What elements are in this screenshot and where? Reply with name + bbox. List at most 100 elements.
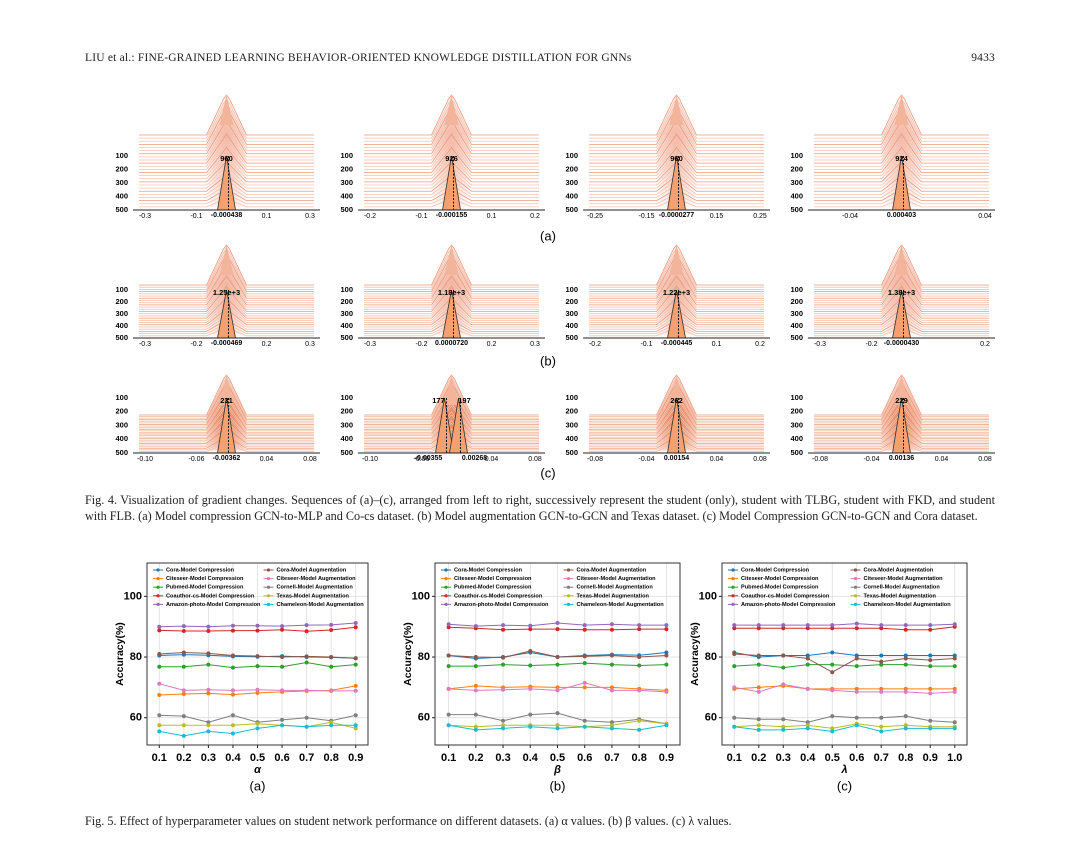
y-tick-label: 300 xyxy=(790,420,803,429)
data-point xyxy=(928,718,933,723)
data-point xyxy=(353,723,358,728)
x-tick-label: 0.1 xyxy=(487,213,497,220)
data-point xyxy=(473,683,478,688)
legend-marker xyxy=(444,585,448,589)
data-point xyxy=(206,720,211,725)
data-point xyxy=(756,662,761,667)
data-point xyxy=(854,626,859,631)
data-point xyxy=(280,624,285,629)
data-point xyxy=(555,723,560,728)
x-tick-label: -0.08 xyxy=(812,456,828,463)
y-tick-label: 60 xyxy=(130,712,142,724)
data-point xyxy=(206,662,211,667)
legend-label: Citeseer-Model Compression xyxy=(166,576,244,582)
subfigure-label: (b) xyxy=(540,353,556,368)
legend-label: Amazon-photo-Model Compression xyxy=(741,602,836,608)
data-point xyxy=(952,689,957,694)
data-point xyxy=(501,687,506,692)
data-point xyxy=(230,628,235,633)
x-tick-label: -0.3 xyxy=(139,341,151,348)
data-point xyxy=(206,687,211,692)
data-point xyxy=(830,714,835,719)
data-point xyxy=(473,624,478,629)
y-tick-label: 500 xyxy=(565,333,578,342)
ridge-peak xyxy=(669,375,684,405)
data-point xyxy=(781,727,786,732)
legend-label: Citeseer-Model Augmentation xyxy=(577,576,657,582)
data-point xyxy=(952,664,957,669)
legend-marker xyxy=(566,585,571,589)
legend-label: Texas-Model Augmentation xyxy=(577,593,650,599)
data-point xyxy=(555,621,560,626)
legend-marker xyxy=(566,594,571,598)
peak-label: 262 xyxy=(670,396,683,405)
legend-marker xyxy=(156,568,160,572)
x-tick-label: 0.5 xyxy=(550,752,565,764)
data-point xyxy=(206,723,211,728)
legend-label: Citeseer-Model Compression xyxy=(741,576,819,582)
x-tick-label: 0.2 xyxy=(487,341,497,348)
series-line xyxy=(734,626,955,631)
data-point xyxy=(528,686,533,691)
data-point xyxy=(756,717,761,722)
y-tick-label: 500 xyxy=(565,448,578,457)
data-point xyxy=(854,689,859,694)
peak-label: 197 xyxy=(458,396,471,405)
x-tick-label: 0.7 xyxy=(604,752,619,764)
legend-marker xyxy=(444,577,448,581)
legend-label: Coauthor-cs-Model Compression xyxy=(454,593,543,599)
data-point xyxy=(255,726,260,731)
data-point xyxy=(206,628,211,633)
data-point xyxy=(830,670,835,675)
peak-label: 231 xyxy=(220,396,233,405)
x-tick-label: -0.2 xyxy=(190,341,202,348)
data-point xyxy=(280,717,285,722)
center-label: -0.000469 xyxy=(211,340,243,347)
legend-marker xyxy=(731,568,735,572)
y-tick-label: 200 xyxy=(565,164,578,173)
data-point xyxy=(756,723,761,728)
y-tick-label: 400 xyxy=(790,434,803,443)
legend-marker xyxy=(853,594,858,598)
data-point xyxy=(473,724,478,729)
data-point xyxy=(854,656,859,661)
x-tick-label: 0.1 xyxy=(727,752,742,764)
peak-label: 1.38e+3 xyxy=(888,288,915,297)
peak-label: 1.22e+3 xyxy=(663,288,690,297)
legend-label: Citeseer-Model Compression xyxy=(454,576,532,582)
data-point xyxy=(181,628,186,633)
data-point xyxy=(473,664,478,669)
data-point xyxy=(280,664,285,669)
y-tick-label: 400 xyxy=(340,321,353,330)
x-tick-label: 0.04 xyxy=(710,456,724,463)
x-axis-label: β xyxy=(553,764,561,776)
data-point xyxy=(664,653,669,658)
data-point xyxy=(528,712,533,717)
data-point xyxy=(854,686,859,691)
data-point xyxy=(353,662,358,667)
y-tick-label: 400 xyxy=(115,434,128,443)
y-tick-label: 100 xyxy=(340,151,353,160)
x-tick-label: 0.3 xyxy=(305,213,315,220)
data-point xyxy=(903,723,908,728)
peak-label: 177 xyxy=(432,396,445,405)
x-tick-label: 0.04 xyxy=(935,456,949,463)
data-point xyxy=(501,718,506,723)
legend-label: Cora-Model Augmentation xyxy=(277,567,347,573)
legend-marker xyxy=(444,602,448,607)
legend-label: Chameleon-Model Augmentation xyxy=(864,602,952,608)
data-point xyxy=(609,622,614,627)
x-tick-label: -0.1 xyxy=(640,341,652,348)
plot-frame xyxy=(721,562,968,746)
legend-label: Cornell-Model Augmentation xyxy=(277,585,354,591)
data-point xyxy=(501,627,506,632)
data-point xyxy=(756,727,761,732)
data-point xyxy=(879,729,884,734)
x-tick-label: 0.1 xyxy=(262,213,272,220)
center-label: 0.000403 xyxy=(887,212,916,219)
data-point xyxy=(928,726,933,731)
data-point xyxy=(280,723,285,728)
data-point xyxy=(928,686,933,691)
data-point xyxy=(903,714,908,719)
data-point xyxy=(555,711,560,716)
